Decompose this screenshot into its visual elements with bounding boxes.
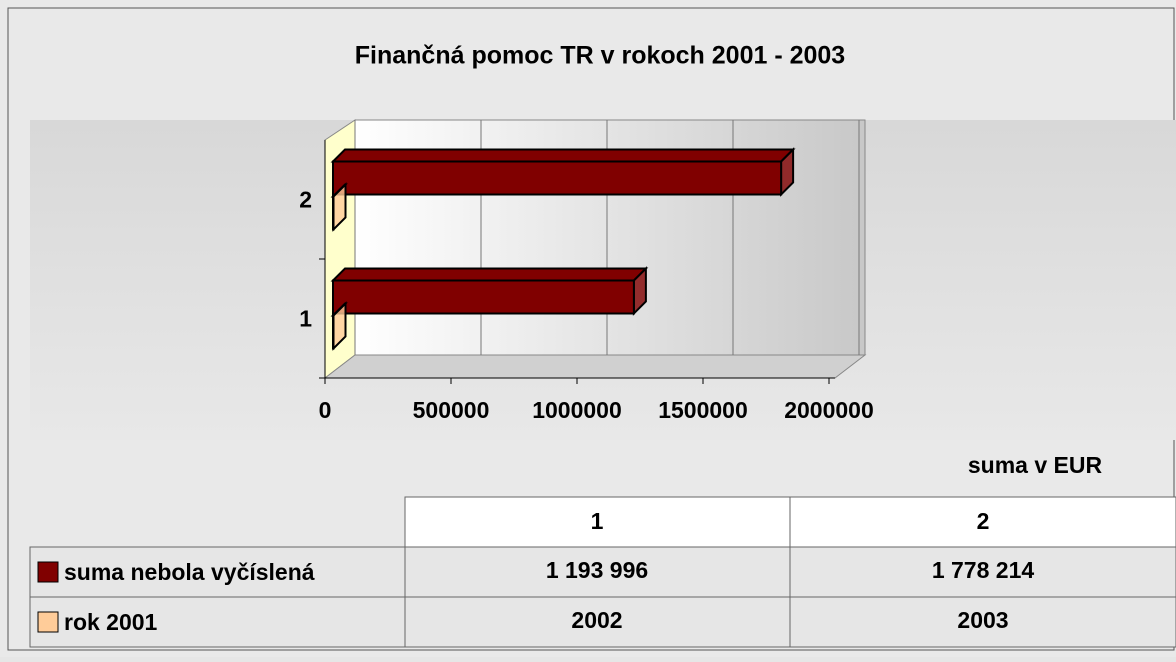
legend-swatch xyxy=(37,611,59,633)
x-tick-label: 1500000 xyxy=(658,397,748,423)
table-cell xyxy=(404,496,791,548)
table-cell xyxy=(29,596,406,648)
bar xyxy=(330,182,348,232)
table-value: 1 778 214 xyxy=(932,557,1035,583)
bar-face xyxy=(330,148,796,163)
table-value: 2002 xyxy=(571,607,622,633)
data-table xyxy=(29,496,1176,648)
table-value: 2003 xyxy=(957,607,1008,633)
bar-face xyxy=(332,195,335,231)
bar xyxy=(330,147,796,197)
bar-face xyxy=(332,314,335,350)
table-header: 1 xyxy=(591,508,604,534)
legend-label: rok 2001 xyxy=(64,609,158,635)
bar xyxy=(330,266,649,316)
unit-note: suma v EUR xyxy=(968,452,1103,478)
y-tick-label: 1 xyxy=(299,306,312,332)
y-tick-label: 2 xyxy=(299,187,312,213)
bar xyxy=(330,301,348,351)
x-tick-label: 1000000 xyxy=(532,397,622,423)
table-header: 2 xyxy=(977,508,990,534)
x-tick-label: 0 xyxy=(319,397,332,423)
legend-swatch xyxy=(37,561,59,583)
legend-label: suma nebola vyčíslená xyxy=(64,559,315,585)
bar-face xyxy=(330,267,649,282)
table-cell xyxy=(789,496,1176,548)
x-tick-label: 2000000 xyxy=(784,397,874,423)
table-cell xyxy=(789,596,1176,648)
bar-face xyxy=(332,160,783,196)
table-cell xyxy=(404,596,791,648)
bar-face xyxy=(332,279,635,315)
table-value: 1 193 996 xyxy=(546,557,648,583)
floor xyxy=(323,354,867,379)
x-tick-label: 500000 xyxy=(413,397,490,423)
chart-title: Finančná pomoc TR v rokoch 2001 - 2003 xyxy=(355,42,845,70)
